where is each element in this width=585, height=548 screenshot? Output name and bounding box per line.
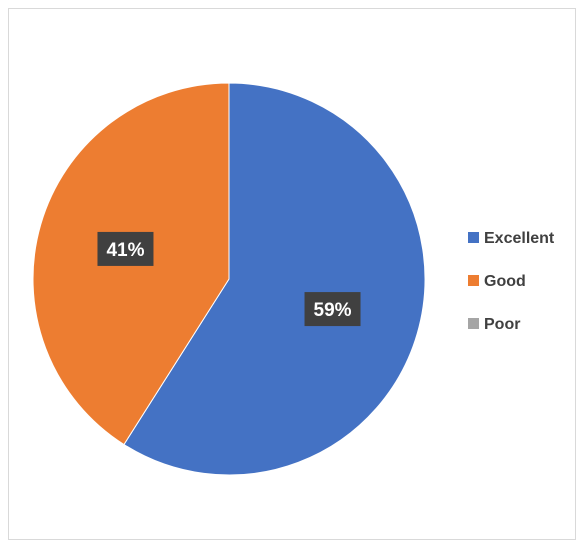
legend-label-good: Good [484,273,526,290]
data-label-good: 41% [106,240,144,261]
legend: Excellent Good Poor [468,230,555,333]
data-label-excellent: 59% [314,300,352,321]
data-label-bg-excellent [304,292,361,327]
legend-label-excellent: Excellent [484,230,555,247]
pie-slice-excellent [123,82,426,476]
legend-swatch-poor [468,318,479,329]
legend-label-poor: Poor [484,316,520,333]
data-label-bg-good [97,231,154,266]
legend-swatch-good [468,275,479,286]
legend-swatch-excellent [468,232,479,243]
